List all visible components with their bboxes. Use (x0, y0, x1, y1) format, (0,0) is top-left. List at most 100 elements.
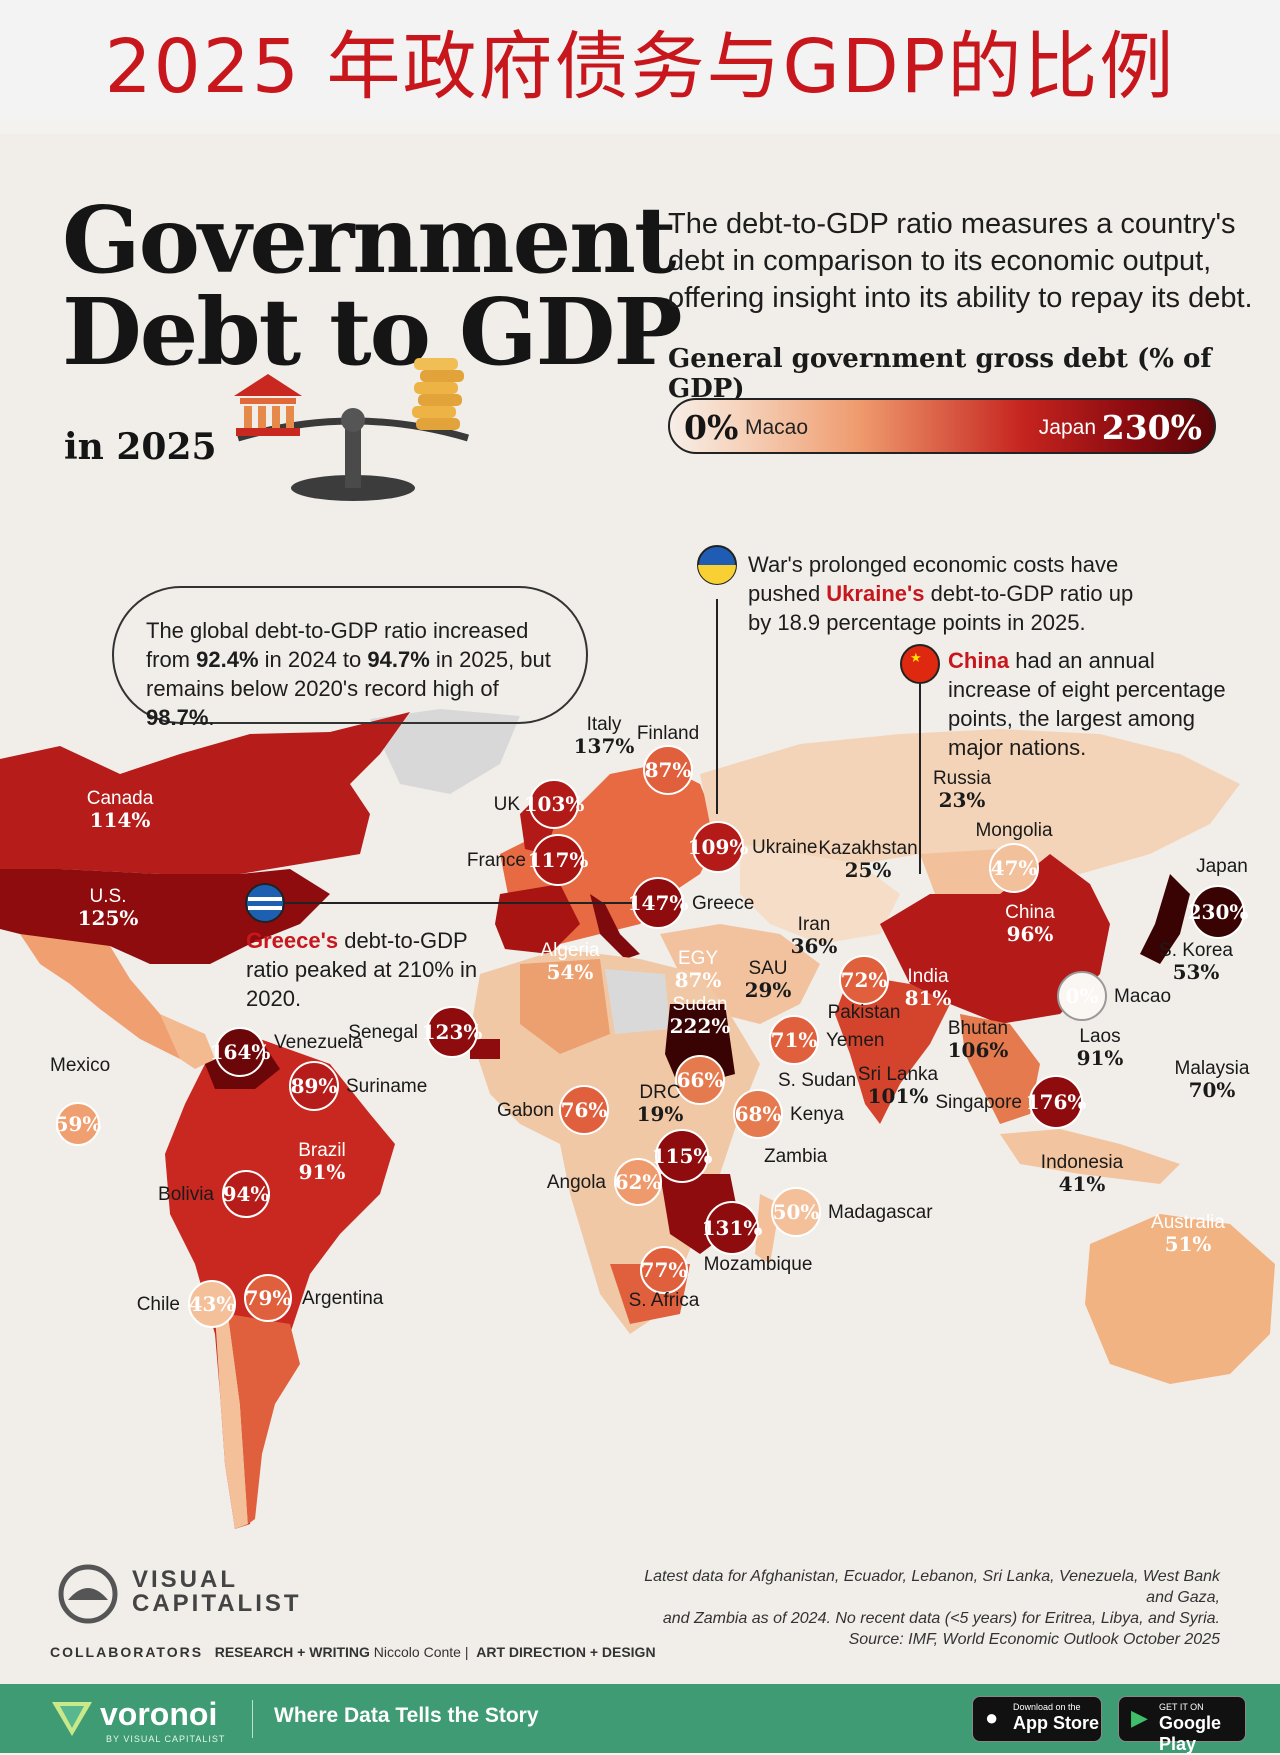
venezuela-bubble (215, 1027, 265, 1077)
gabon-value: 76% (561, 1098, 608, 1122)
yemen-label: Yemen (826, 1030, 884, 1051)
china-note: China had an annual increase of eight pe… (948, 648, 1226, 760)
ukraine-value: 109% (688, 835, 749, 859)
sri-lanka-label: Sri Lanka (858, 1064, 939, 1085)
global-note: The global debt-to-GDP ratio increased f… (112, 586, 588, 730)
country-s-sudan: 66% S. Sudan (675, 1055, 856, 1105)
macao-bubble (1057, 971, 1107, 1021)
sau-label: SAU (748, 958, 787, 979)
country-macao: 0% Macao (1057, 971, 1171, 1021)
sudan-value: 222% (670, 1014, 731, 1038)
sau-value: 29% (745, 978, 792, 1002)
uk-bubble (529, 779, 579, 829)
country-madagascar: 50% Madagascar (771, 1187, 933, 1237)
s-korea-value: 53% (1173, 960, 1220, 984)
country-venezuela: 164% Venezuela (210, 1027, 363, 1077)
france-value: 117% (528, 848, 589, 872)
ukraine-label: Ukraine (752, 837, 817, 858)
footer: voronoi BY VISUAL CAPITALIST Where Data … (0, 1684, 1280, 1754)
s-africa-bubble (640, 1246, 688, 1294)
mozambique-value: 131% (702, 1216, 763, 1240)
france-label: France (467, 850, 526, 871)
russia-value: 23% (939, 788, 986, 812)
chile-label: Chile (137, 1294, 180, 1315)
egy-value: 87% (675, 968, 722, 992)
legend-max-value: 230% (1101, 408, 1202, 447)
madagascar-bubble (771, 1187, 821, 1237)
google-play-icon: ▶ (1131, 1705, 1148, 1730)
china-value: 96% (1007, 922, 1054, 946)
japan-value: 230% (1188, 900, 1249, 924)
kazakhstan-label: Kazakhstan (818, 838, 917, 859)
mongolia-bubble (989, 843, 1039, 893)
finland-bubble (643, 745, 693, 795)
senegal-shape (470, 1039, 500, 1059)
country-suriname: 89% Suriname (289, 1061, 427, 1111)
china-flag-icon: ★ (900, 644, 940, 684)
indonesia-shape (1000, 1129, 1180, 1184)
suriname-bubble (289, 1061, 339, 1111)
ukraine-bubble (692, 821, 744, 873)
algeria-shape (520, 959, 610, 1054)
kazakhstan-value: 25% (845, 858, 892, 882)
japan-label: Japan (1196, 856, 1248, 877)
mongolia-label: Mongolia (975, 820, 1053, 841)
finland-value: 87% (645, 758, 692, 782)
pakistan-bubble (839, 955, 889, 1005)
argentina-bubble (244, 1274, 292, 1322)
russia-label: Russia (933, 768, 992, 789)
mexico-value: 59% (55, 1112, 102, 1136)
mexico-shape (20, 934, 190, 1059)
bhutan-value: 106% (948, 1038, 1009, 1062)
japan-bubble (1191, 885, 1245, 939)
kenya-label: Kenya (790, 1104, 844, 1125)
senegal-value: 123% (422, 1020, 483, 1044)
google-play-button[interactable]: ▶ GET IT ON Google Play (1118, 1696, 1246, 1754)
footer-brand[interactable]: voronoi (100, 1696, 218, 1732)
brazil-value: 91% (299, 1160, 346, 1184)
venezuela-value: 164% (210, 1040, 271, 1064)
app-store-button[interactable]: ● Download on the App Store (972, 1696, 1102, 1742)
australia-shape (1085, 1214, 1275, 1384)
country-zambia: 115% Zambia (652, 1129, 828, 1183)
uk-label: UK (494, 794, 521, 815)
indonesia-value: 41% (1059, 1172, 1106, 1196)
country-senegal: 123%Senegal (348, 1006, 483, 1058)
s-sudan-value: 66% (677, 1068, 724, 1092)
italy-value: 137% (574, 734, 635, 758)
s-africa-value: 77% (641, 1258, 688, 1282)
intro-text: The debt-to-GDP ratio measures a country… (668, 208, 1253, 314)
brazil-label: Brazil (298, 1140, 346, 1161)
drc-value: 19% (637, 1102, 684, 1126)
madagascar-label: Madagascar (828, 1202, 933, 1223)
malaysia-label: Malaysia (1175, 1058, 1250, 1079)
argentina-value: 79% (245, 1286, 292, 1310)
gabon-bubble (559, 1085, 609, 1135)
collaborators: COLLABORATORS RESEARCH + WRITING Niccolo… (50, 1644, 656, 1660)
country-ukraine: 109% Ukraine (688, 821, 817, 873)
canada-value: 114% (90, 808, 151, 832)
country-greece: 147% Greece (628, 877, 754, 929)
japan-shape (1140, 874, 1190, 964)
footer-tagline: Where Data Tells the Story (274, 1704, 539, 1727)
footer-divider (252, 1700, 253, 1738)
angola-value: 62% (615, 1170, 662, 1194)
source-note: Latest data for Afghanistan, Ecuador, Le… (644, 1568, 1220, 1648)
mozambique-label: Mozambique (704, 1254, 813, 1275)
italy-label: Italy (587, 714, 622, 735)
zambia-label: Zambia (764, 1146, 828, 1167)
libya-shape (605, 969, 670, 1034)
russia-shape (700, 729, 1240, 874)
visual-capitalist-wordmark: VISUAL CAPITALIST (132, 1566, 302, 1617)
iran-label: Iran (798, 914, 831, 935)
country-bolivia: 94% Bolivia (158, 1170, 270, 1218)
singapore-label: Singapore (935, 1092, 1022, 1113)
